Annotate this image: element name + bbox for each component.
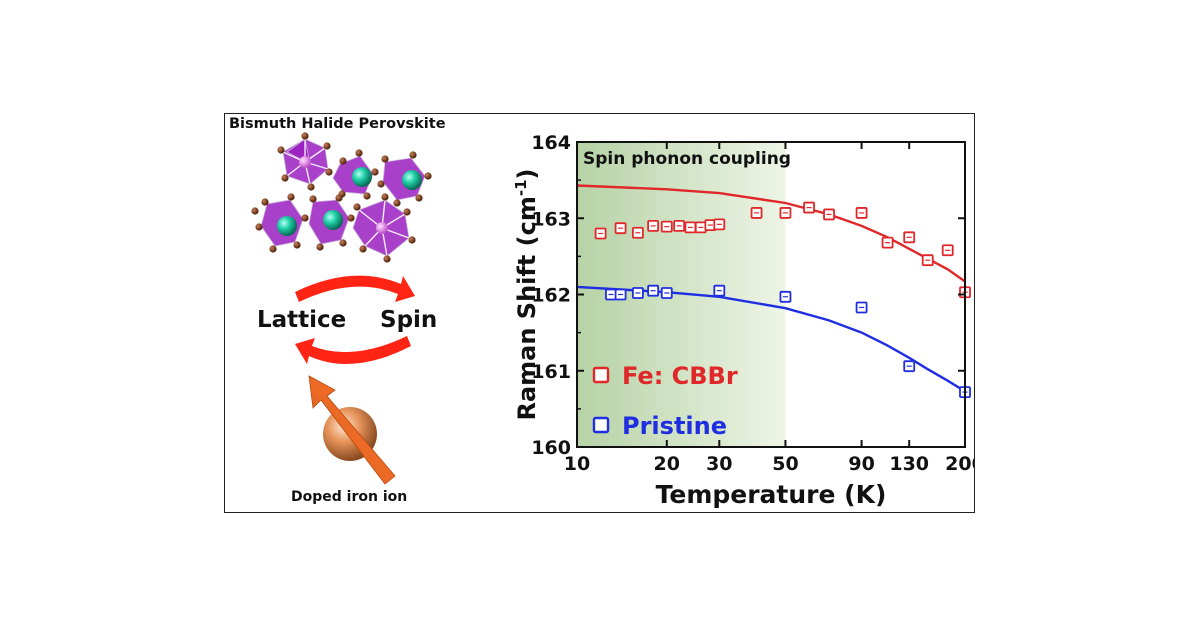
- cycle-arrows-icon: [295, 275, 415, 364]
- fit-line-0: [576, 184, 966, 283]
- y-tick-label: 162: [531, 285, 571, 307]
- x-tick-label: 20: [654, 453, 680, 475]
- x-axis-label: Temperature (K): [656, 480, 887, 509]
- legend-label-1: Pristine: [622, 412, 727, 440]
- y-tick-label: 160: [531, 437, 571, 459]
- legend-label-0: Fe: CBBr: [622, 362, 738, 390]
- spin-label: Spin: [380, 307, 438, 333]
- spin-arrow-icon: [308, 375, 396, 485]
- x-tick-label: 90: [848, 453, 874, 475]
- x-tick-label: 30: [706, 453, 732, 475]
- legend-marker-1: [592, 416, 610, 434]
- x-tick-label: 130: [889, 453, 929, 475]
- schematic-illustration: [251, 132, 432, 485]
- x-tick-label: 50: [772, 453, 798, 475]
- doped-ion-label: Doped iron ion: [291, 489, 408, 505]
- x-tick-label: 10: [564, 453, 590, 475]
- crystal-structure-icon: [251, 132, 432, 263]
- figure-frame: Bismuth Halide Perovskite Lattice Spin D…: [224, 113, 975, 513]
- y-tick-label: 163: [531, 208, 571, 230]
- fit-line-1: [576, 285, 966, 393]
- left-panel-title: Bismuth Halide Perovskite: [229, 116, 446, 132]
- legend-marker-0: [592, 366, 610, 384]
- annotation-label: Spin phonon coupling: [583, 149, 791, 169]
- raman-shift-chart: Spin phonon coupling Fe: CBBr Pristine 160…: [512, 132, 974, 509]
- x-tick-label: 200: [945, 453, 974, 475]
- y-tick-label: 164: [531, 132, 571, 154]
- y-tick-label: 161: [531, 361, 571, 383]
- lattice-label: Lattice: [257, 307, 347, 333]
- y-axis-label: Raman Shift (cm-1): [512, 168, 541, 420]
